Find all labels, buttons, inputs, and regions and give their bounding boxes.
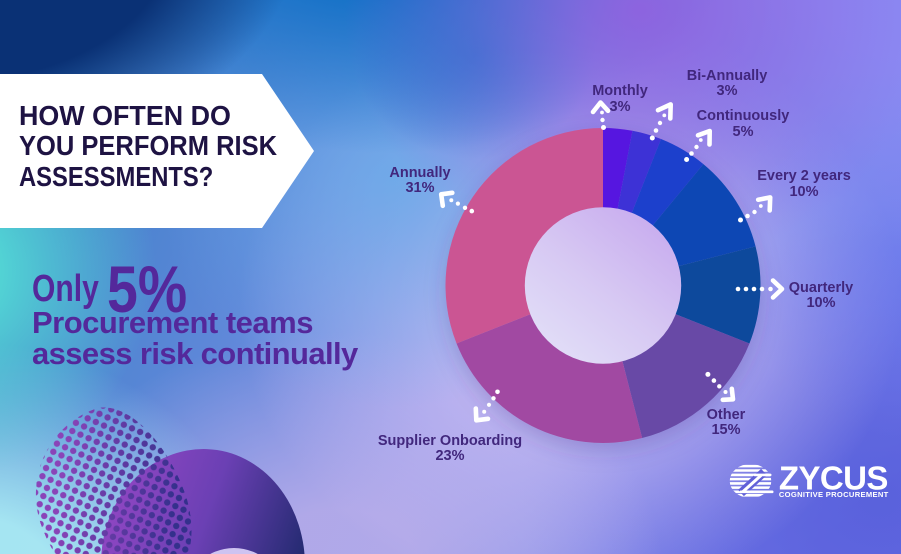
svg-text:COGNITIVE PROCUREMENT: COGNITIVE PROCUREMENT [779, 490, 889, 499]
svg-text:ZYCUS: ZYCUS [779, 462, 888, 497]
